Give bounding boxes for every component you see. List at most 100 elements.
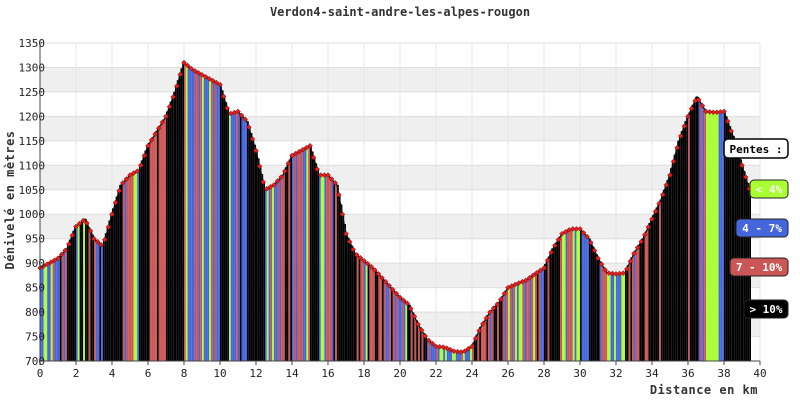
slope-bar: [229, 113, 231, 361]
x-tick-label: 4: [109, 367, 116, 380]
elevation-marker: [105, 224, 112, 230]
slope-bar: [149, 139, 152, 361]
slope-bar: [328, 175, 330, 361]
slope-bar: [176, 80, 179, 361]
elevation-marker: [490, 305, 497, 311]
slope-bar: [432, 343, 435, 361]
slope-bar: [257, 158, 260, 361]
slope-bar: [122, 180, 125, 361]
elevation-marker: [343, 231, 349, 237]
slope-bar: [473, 338, 476, 361]
slope-bar: [97, 241, 100, 361]
slope-bar: [679, 135, 681, 361]
elevation-marker: [112, 199, 119, 206]
slope-bar: [463, 351, 465, 361]
slope-bar: [335, 182, 337, 361]
slope-bar: [652, 215, 654, 361]
elevation-marker: [688, 105, 695, 112]
elevation-marker: [120, 180, 126, 186]
slope-bar: [709, 111, 712, 361]
slope-bar: [571, 228, 573, 361]
slope-bar: [439, 346, 442, 361]
slope-bar: [538, 270, 541, 361]
elevation-marker: [123, 176, 130, 182]
slope-bar: [212, 80, 215, 361]
slope-bar: [326, 175, 328, 361]
elevation-marker: [314, 166, 320, 173]
slope-bar: [243, 117, 246, 362]
elevation-marker: [238, 112, 245, 119]
slope-bar: [193, 69, 195, 362]
elevation-marker: [368, 263, 374, 270]
slope-bar: [214, 81, 217, 361]
slope-bar: [324, 175, 327, 361]
slope-bar: [455, 351, 458, 361]
slope-bar: [322, 175, 325, 361]
elevation-marker: [454, 348, 461, 355]
slope-bar: [263, 181, 265, 361]
slope-bar: [362, 259, 364, 361]
elevation-marker: [642, 231, 648, 238]
y-tick-label: 1300: [19, 61, 46, 74]
y-tick-labels: 700 750 800 850 900 950 1000 1050 1100 1150 1200 12…: [19, 37, 46, 368]
legend-title-box: Pentes :: [723, 138, 789, 159]
x-tick-label: 16: [321, 367, 334, 380]
slope-bar: [110, 214, 112, 361]
slope-bar: [414, 316, 417, 361]
slope-bar: [644, 230, 647, 361]
x-tick-label: 40: [753, 367, 766, 380]
slope-bar: [252, 138, 255, 361]
slope-bar: [410, 308, 413, 361]
slope-bar: [459, 351, 462, 361]
slope-bar: [625, 269, 627, 361]
slope-bar: [106, 226, 109, 361]
slope-bar: [475, 334, 478, 361]
slope-bar: [536, 271, 539, 361]
slope-bar: [461, 351, 463, 361]
slope-bar: [311, 151, 314, 361]
elevation-marker: [667, 172, 673, 178]
x-tick-label: 2: [73, 367, 80, 380]
slope-bar: [576, 228, 579, 361]
elevation-marker: [332, 180, 338, 186]
x-tick-label: 8: [181, 367, 188, 380]
elevation-marker: [580, 230, 587, 236]
elevation-marker: [73, 223, 79, 230]
slope-bar: [155, 131, 157, 361]
slope-bar: [139, 165, 141, 361]
elevation-marker: [181, 59, 187, 66]
slope-bar: [67, 244, 69, 361]
slope-bar: [342, 214, 345, 361]
slope-bar: [142, 155, 145, 361]
x-tick-label: 10: [213, 367, 226, 380]
slope-bar: [275, 180, 278, 361]
elevation-marker: [98, 241, 104, 248]
slope-bar: [425, 336, 427, 361]
y-tick-label: 1200: [19, 110, 46, 123]
y-tick-label: 1000: [19, 208, 46, 221]
elevation-marker: [433, 343, 439, 350]
slope-bar: [391, 287, 393, 361]
elevation-marker: [721, 108, 727, 115]
slope-bar: [518, 282, 521, 361]
slope-bar: [121, 182, 123, 361]
slope-bar: [508, 286, 510, 361]
slope-bar: [716, 112, 719, 362]
slope-bar: [236, 111, 238, 361]
slope-bar: [509, 286, 512, 361]
elevation-marker: [66, 241, 72, 247]
slope-bar: [706, 111, 708, 361]
elevation-marker: [48, 259, 54, 265]
elevation-marker: [494, 301, 500, 308]
elevation-marker: [631, 250, 637, 257]
legend-label: 4 - 7%: [742, 222, 782, 235]
slope-bar: [232, 112, 235, 362]
slope-bar: [641, 238, 643, 361]
slope-bar: [405, 301, 408, 361]
slope-bar: [383, 279, 386, 361]
slope-bar: [288, 159, 291, 361]
x-tick-label: 36: [681, 367, 694, 380]
elevation-marker: [130, 170, 137, 176]
slope-bar: [167, 106, 170, 361]
elevation-marker: [91, 235, 97, 242]
